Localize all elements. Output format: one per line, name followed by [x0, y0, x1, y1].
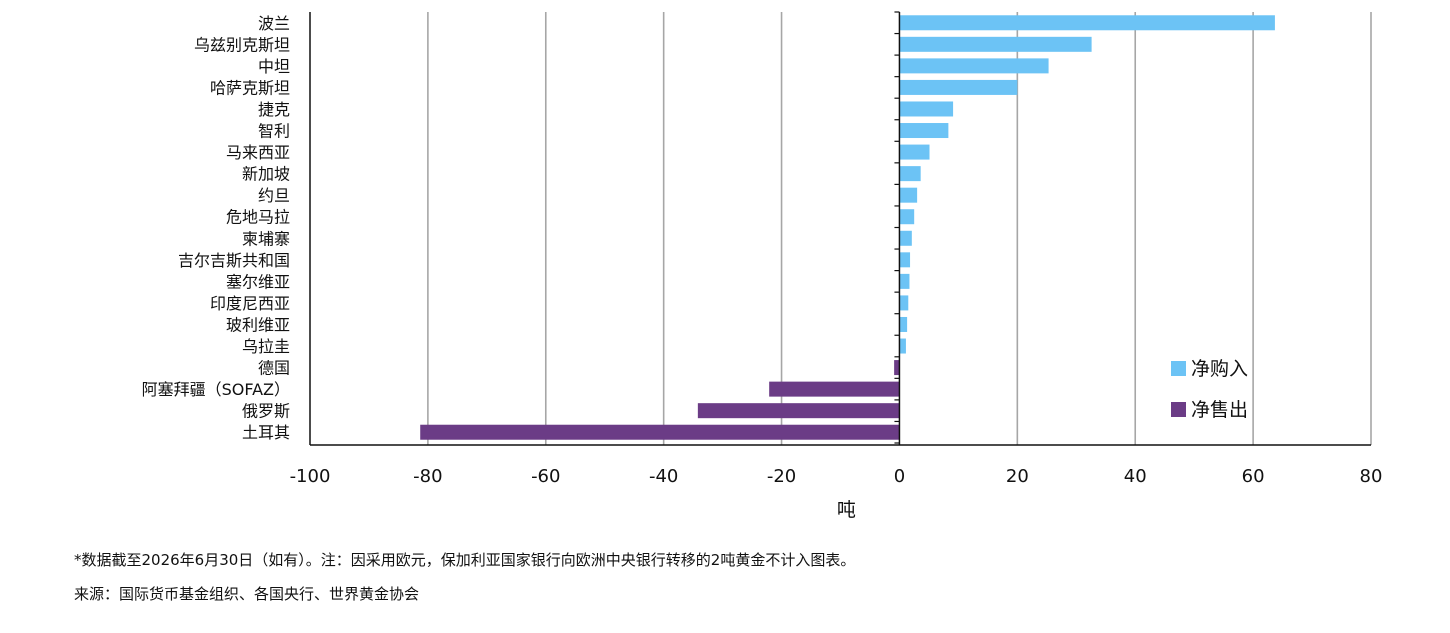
category-label: 马来西亚	[226, 143, 290, 162]
bar-19	[420, 424, 900, 440]
footnote-source: 来源：国际货币基金组织、各国央行、世界黄金协会	[74, 585, 420, 603]
category-label: 印度尼西亚	[210, 294, 290, 313]
bar-10	[899, 230, 912, 246]
x-tick-label: 0	[894, 466, 905, 487]
footnote-note: *数据截至2026年6月30日（如有）。注：因采用欧元，保加利亚国家银行向欧洲中…	[74, 551, 856, 569]
bar-1	[899, 36, 1092, 52]
x-axis-title: 吨	[837, 499, 856, 521]
category-label: 乌拉圭	[242, 337, 290, 356]
bar-13	[899, 295, 909, 311]
x-tick-label: 40	[1124, 466, 1147, 487]
category-label: 哈萨克斯坦	[210, 78, 290, 97]
category-label: 塞尔维亚	[226, 272, 290, 291]
bar-7	[899, 166, 921, 182]
category-label: 阿塞拜疆（SOFAZ）	[142, 380, 290, 399]
bars	[420, 15, 1275, 440]
legend-swatch-1	[1171, 402, 1186, 417]
bar-3	[899, 79, 1018, 95]
bar-4	[899, 101, 954, 117]
category-label: 约旦	[258, 186, 290, 205]
net-gold-purchases-chart: 波兰乌兹别克斯坦中坦哈萨克斯坦捷克智利马来西亚新加坡约旦危地马拉柬埔寨吉尔吉斯共…	[142, 11, 1383, 521]
category-label: 柬埔寨	[242, 229, 290, 248]
category-label: 乌兹别克斯坦	[194, 35, 290, 54]
bar-11	[899, 252, 911, 268]
x-tick-label: -20	[767, 466, 796, 487]
bar-18	[697, 403, 900, 419]
x-tick-label: 20	[1006, 466, 1029, 487]
bar-8	[899, 187, 918, 203]
category-labels: 波兰乌兹别克斯坦中坦哈萨克斯坦捷克智利马来西亚新加坡约旦危地马拉柬埔寨吉尔吉斯共…	[142, 14, 290, 442]
bar-2	[899, 58, 1049, 74]
bar-12	[899, 273, 910, 289]
legend-swatch-0	[1171, 361, 1186, 376]
category-label: 俄罗斯	[242, 402, 290, 421]
x-tick-label: 80	[1360, 466, 1383, 487]
category-label: 德国	[258, 359, 290, 378]
bar-0	[899, 15, 1275, 31]
category-label: 新加坡	[242, 165, 290, 184]
bar-16	[894, 360, 900, 376]
category-label: 玻利维亚	[226, 315, 290, 334]
bar-5	[899, 123, 949, 139]
category-label: 波兰	[258, 14, 290, 33]
category-label: 中坦	[258, 57, 290, 76]
x-tick-labels: -100 -80 -60 -40 -20 0 20 40 60 80	[290, 466, 1383, 487]
x-tick-label: 60	[1242, 466, 1265, 487]
x-tick-label: -100	[290, 466, 331, 487]
bar-14	[899, 316, 908, 332]
category-label: 智利	[258, 122, 290, 141]
bar-17	[769, 381, 900, 397]
category-label: 吉尔吉斯共和国	[178, 251, 290, 270]
legend-label-0: 净购入	[1191, 358, 1248, 380]
legend-label-1: 净售出	[1191, 399, 1248, 421]
category-label: 土耳其	[242, 423, 290, 442]
x-tick-label: -80	[413, 466, 442, 487]
category-label: 捷克	[258, 100, 290, 119]
x-tick-label: -60	[531, 466, 560, 487]
axes	[309, 11, 1371, 446]
category-label: 危地马拉	[226, 208, 290, 227]
x-tick-label: -40	[649, 466, 678, 487]
bar-9	[899, 209, 915, 225]
bar-6	[899, 144, 930, 160]
bar-15	[899, 338, 906, 354]
